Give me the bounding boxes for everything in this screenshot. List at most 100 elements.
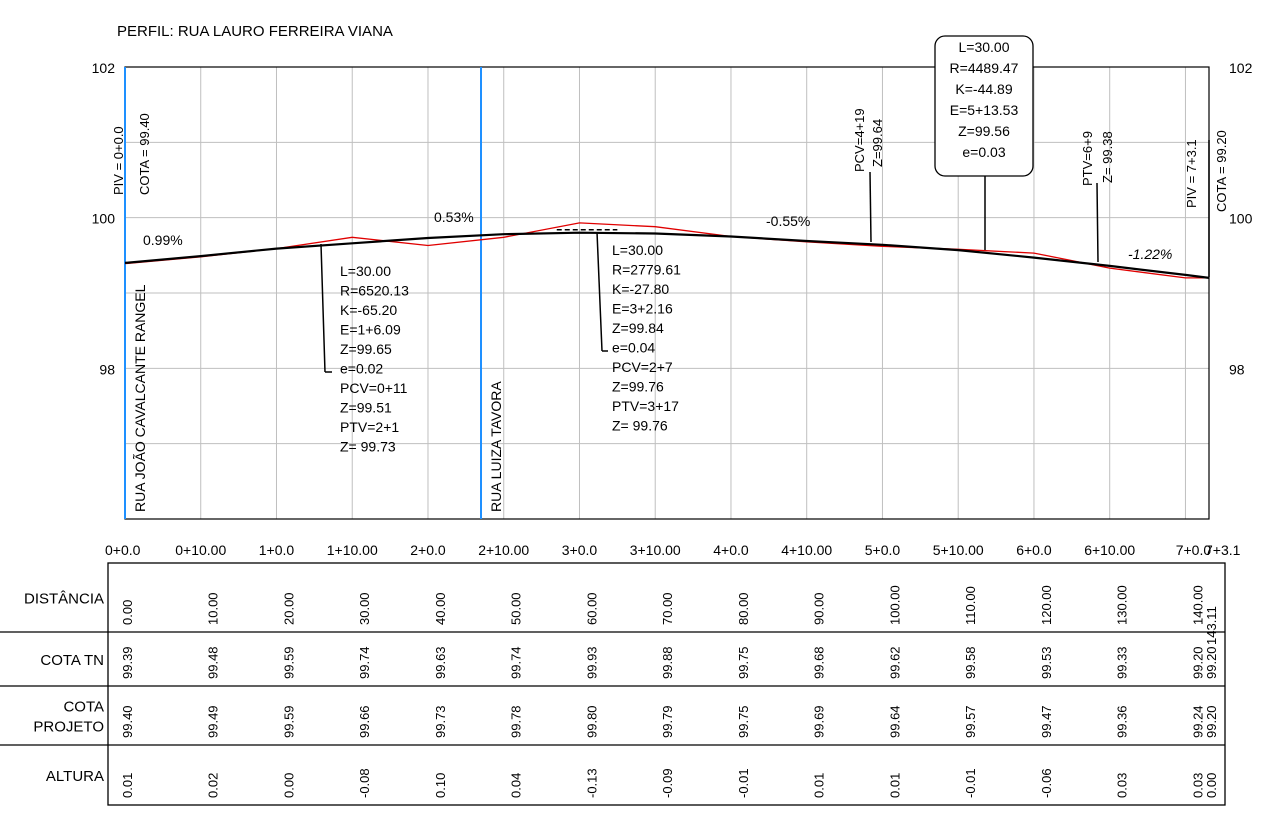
curve1-param: Z=99.51 xyxy=(340,400,392,416)
table-cell: 120.00 xyxy=(1039,585,1054,625)
curve1-param: PCV=0+11 xyxy=(340,380,408,396)
table-cell: 99.64 xyxy=(887,705,902,738)
table-cell: 99.49 xyxy=(206,705,221,738)
table-row-label: PROJETO xyxy=(33,719,104,736)
table-cell: 99.69 xyxy=(812,705,827,738)
table-row-label: DISTÂNCIA xyxy=(24,591,104,608)
curve1-param: K=-65.20 xyxy=(340,302,397,318)
table-cell: 0.03 xyxy=(1190,773,1205,798)
table-cell: 0.03 xyxy=(1115,773,1130,798)
table-cell: 99.78 xyxy=(509,705,524,738)
table-cell: 99.47 xyxy=(1039,705,1054,738)
curve2-param: e=0.04 xyxy=(612,340,655,356)
table-cell: 10.00 xyxy=(206,592,221,625)
table-cell: 99.73 xyxy=(433,705,448,738)
table-frame xyxy=(107,562,1226,806)
table-cell: 99.62 xyxy=(887,646,902,679)
table-cell: 99.58 xyxy=(963,646,978,679)
curve2-param: PTV=3+17 xyxy=(612,398,679,414)
curve1-param: R=6520.13 xyxy=(340,283,409,299)
page-title: PERFIL: RUA LAURO FERREIRA VIANA xyxy=(117,23,393,40)
table-cell: 99.93 xyxy=(584,646,599,679)
curve3-param: L=30.00 xyxy=(959,39,1010,55)
table-cell: 0.00 xyxy=(120,600,135,625)
table-cell: 30.00 xyxy=(357,592,372,625)
table-cell: 0.04 xyxy=(509,773,524,798)
pcv-z-label: Z=99.64 xyxy=(870,119,885,167)
x-tick-label: 7+3.1 xyxy=(1205,542,1241,558)
table-cell: 99.20 xyxy=(1190,646,1205,679)
x-tick-label: 3+0.0 xyxy=(562,542,598,558)
table-cell: -0.08 xyxy=(357,768,372,798)
table-cell: 90.00 xyxy=(812,592,827,625)
x-tick-label: 1+0.0 xyxy=(259,542,295,558)
x-tick-label: 7+0.0 xyxy=(1176,542,1212,558)
table-cell: -0.06 xyxy=(1039,768,1054,798)
curve1-param: L=30.00 xyxy=(340,263,391,279)
table-cell: 99.79 xyxy=(660,705,675,738)
table-cell: -0.13 xyxy=(584,768,599,798)
table-cell: 99.74 xyxy=(357,646,372,679)
pcv-label: PCV=4+19 xyxy=(852,108,867,172)
piv-end-label: PIV = 7+3.1 xyxy=(1184,139,1199,208)
table-cell: 100.00 xyxy=(887,585,902,625)
table-row-label: COTA TN xyxy=(40,652,104,669)
x-tick-label: 1+10.00 xyxy=(327,542,378,558)
curve2-param: Z= 99.76 xyxy=(612,418,668,434)
y-tick-label-right: 98 xyxy=(1229,361,1245,377)
curve1-param: PTV=2+1 xyxy=(340,419,399,435)
y-tick-label-left: 100 xyxy=(92,211,116,227)
y-tick-label-left: 98 xyxy=(99,361,115,377)
table-cell: 0.01 xyxy=(812,773,827,798)
table-cell: 0.01 xyxy=(120,773,135,798)
x-tick-label: 6+10.00 xyxy=(1084,542,1135,558)
table-cell: 20.00 xyxy=(281,592,296,625)
ptv-label: PTV=6+9 xyxy=(1080,131,1095,186)
curve3-param: R=4489.47 xyxy=(950,60,1019,76)
table-cell: 99.68 xyxy=(812,646,827,679)
piv-start-cota: COTA = 99.40 xyxy=(137,113,152,195)
table-cell: 99.74 xyxy=(509,646,524,679)
curve2-param: Z=99.84 xyxy=(612,320,664,336)
table-cell: 110.00 xyxy=(963,586,978,625)
curve3-param: Z=99.56 xyxy=(958,123,1010,139)
curve1-param: Z=99.65 xyxy=(340,341,392,357)
table-cell: 0.02 xyxy=(206,773,221,798)
street-label: RUA LUIZA TAVORA xyxy=(488,381,504,512)
table-cell: 99.33 xyxy=(1115,646,1130,679)
project-line xyxy=(124,231,1210,279)
y-tick-label-right: 100 xyxy=(1229,211,1253,227)
table-cell: 50.00 xyxy=(509,592,524,625)
curve2-param: K=-27.80 xyxy=(612,281,669,297)
curve2-param: R=2779.61 xyxy=(612,262,681,278)
table-cell: 99.66 xyxy=(357,705,372,738)
table-cell: 99.48 xyxy=(206,646,221,679)
table-cell: 99.20 xyxy=(1204,646,1219,679)
curve3-box xyxy=(934,35,1034,177)
y-tick-label-left: 102 xyxy=(92,60,116,76)
x-tick-label: 2+0.0 xyxy=(410,542,446,558)
x-tick-label: 0+0.0 xyxy=(105,542,141,558)
table-cell: 80.00 xyxy=(736,592,751,625)
table-cell: 99.80 xyxy=(584,705,599,738)
table-cell: 60.00 xyxy=(584,592,599,625)
table-cell: 40.00 xyxy=(433,592,448,625)
table-cell: 99.88 xyxy=(660,646,675,679)
x-tick-label: 5+10.00 xyxy=(933,542,984,558)
table-cell: 99.20 xyxy=(1204,705,1219,738)
x-tick-label: 2+10.00 xyxy=(478,542,529,558)
table-cell: 99.53 xyxy=(1039,646,1054,679)
table-cell: 0.00 xyxy=(1204,773,1219,798)
table-cell: 99.57 xyxy=(963,705,978,738)
table-cell: 99.36 xyxy=(1115,705,1130,738)
table-row-label: ALTURA xyxy=(46,768,104,785)
curve2-param: E=3+2.16 xyxy=(612,301,673,317)
table-cell: 99.39 xyxy=(120,646,135,679)
grade-label: 0.53% xyxy=(434,209,474,225)
table-cell: 130.00 xyxy=(1115,585,1130,625)
table-cell: -0.01 xyxy=(963,768,978,798)
table-cell: 70.00 xyxy=(660,592,675,625)
table-cell: 99.75 xyxy=(736,646,751,679)
table-cell: 99.24 xyxy=(1190,705,1205,738)
